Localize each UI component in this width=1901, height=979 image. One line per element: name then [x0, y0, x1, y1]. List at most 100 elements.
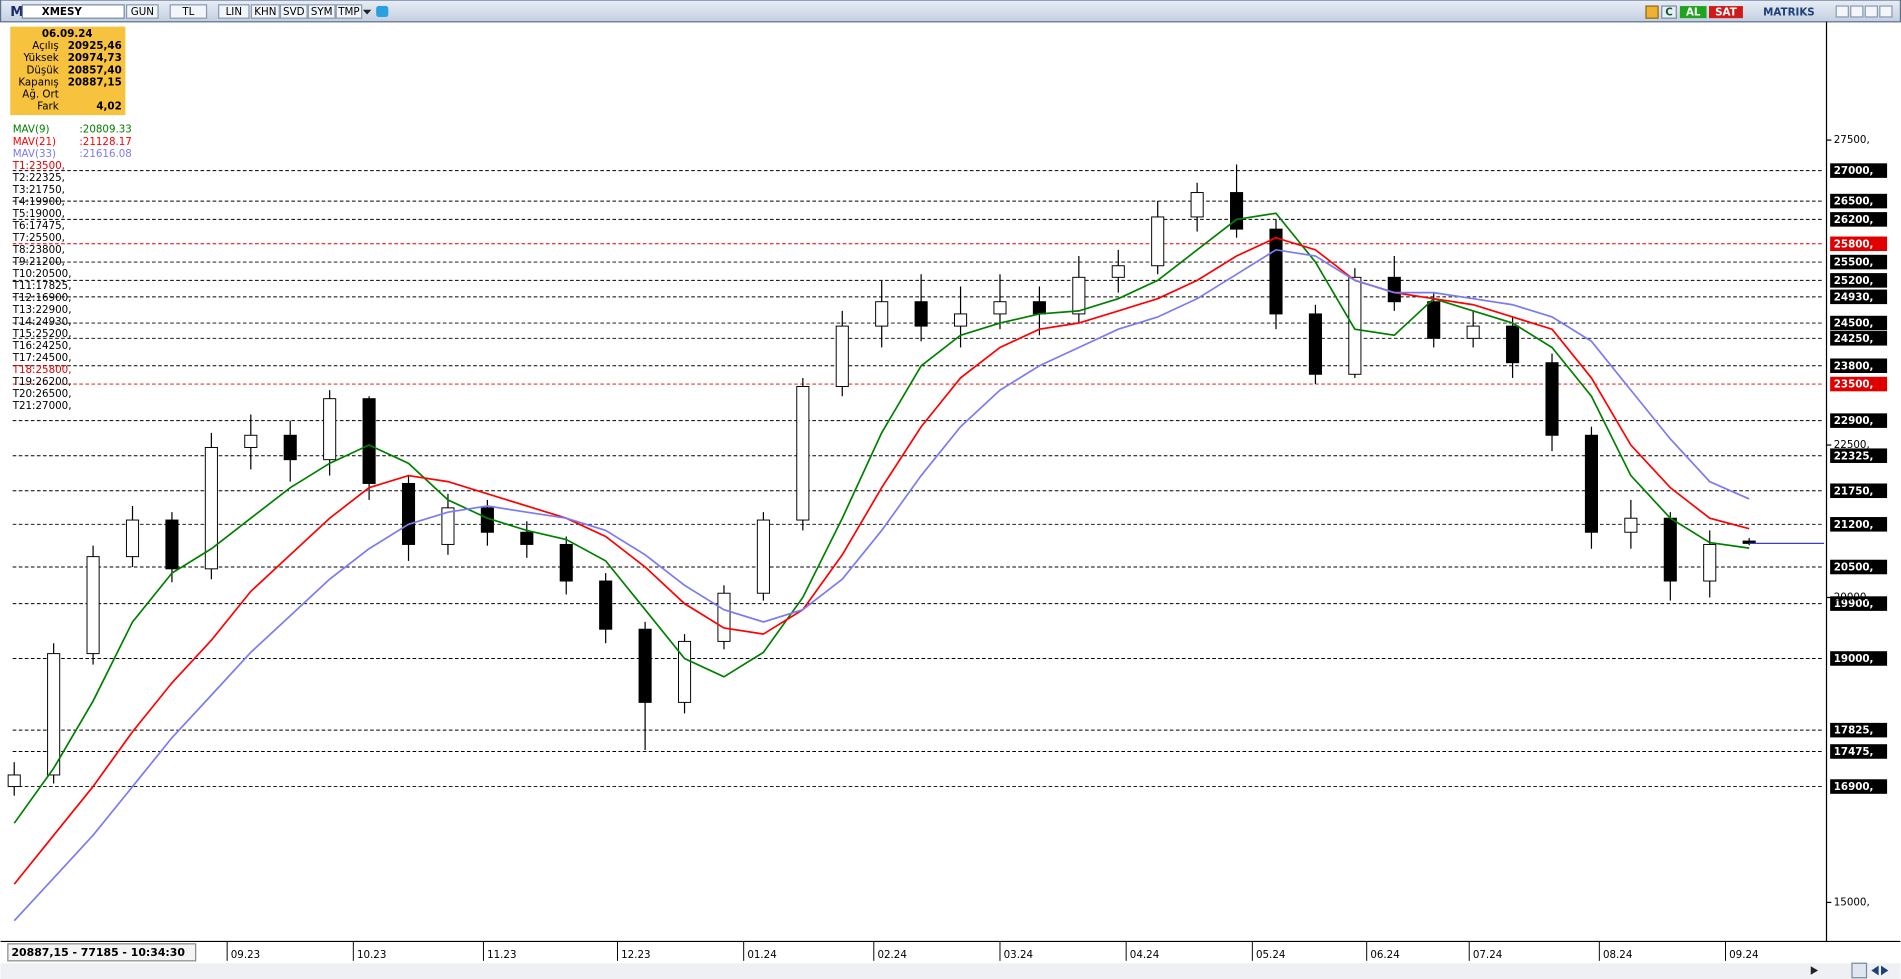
level-axis-box: [1830, 744, 1888, 759]
level-axis-box: [1830, 517, 1888, 532]
legend-name: MAV(9): [13, 124, 50, 136]
toolbar-button[interactable]: [335, 4, 363, 19]
level-axis-label: 17825,: [1834, 725, 1874, 737]
level-label: T8:23800,: [12, 244, 65, 256]
y-tick-label: 22500,: [1834, 439, 1870, 451]
candle-body: [1506, 325, 1520, 364]
y-tick-label: 27500,: [1834, 134, 1870, 146]
candle-body: [1269, 228, 1283, 315]
info-label: Kapanış: [18, 76, 58, 88]
scroll-left[interactable]: [1871, 965, 1879, 976]
legend-value: :20809.33: [79, 124, 132, 136]
level-axis-label: 20500,: [1834, 562, 1874, 574]
brand: MATRIKS: [1763, 7, 1815, 19]
toolbar-button-label: SVD: [283, 6, 305, 18]
candle-body: [86, 556, 100, 655]
toolbar-button[interactable]: [250, 4, 280, 19]
x-tick-label: 10.23: [357, 949, 386, 961]
level-axis-label: 21750,: [1834, 485, 1874, 497]
scroll-arrow[interactable]: [1810, 966, 1819, 975]
x-tick-label: 09.24: [1729, 949, 1758, 961]
toolbar-button-label: TMP: [337, 6, 359, 18]
window-button[interactable]: [1835, 5, 1849, 18]
window-button[interactable]: [1879, 5, 1893, 18]
candle-body: [1545, 362, 1559, 436]
level-axis-label: 23500,: [1834, 379, 1874, 391]
level-axis-label: 27000,: [1834, 165, 1874, 177]
toolbar: [0, 0, 1901, 23]
candle-body: [559, 543, 573, 582]
c-button-label: C: [1665, 7, 1673, 19]
status-text: 20887,15 - 77185 - 10:34:30: [11, 946, 185, 959]
symbol-field[interactable]: [21, 4, 125, 19]
level-axis-box: [1830, 448, 1888, 463]
info-value: 20925,46: [68, 40, 122, 52]
candle-body: [1663, 517, 1677, 582]
candle-body: [1190, 192, 1204, 218]
candle-body: [323, 398, 337, 461]
level-axis-label: 16900,: [1834, 781, 1874, 793]
level-label: T13:22900,: [12, 304, 72, 316]
candle-body: [1072, 276, 1086, 315]
candle-body: [677, 640, 692, 703]
candle-body: [1427, 301, 1441, 339]
candle-body: [1584, 434, 1598, 533]
level-axis-label: 22325,: [1834, 450, 1874, 462]
candle-body: [1032, 301, 1046, 315]
candle-body: [362, 398, 376, 484]
level-axis-box: [1830, 193, 1888, 209]
alert-icon[interactable]: [1645, 5, 1659, 19]
sell-button[interactable]: [1708, 6, 1743, 19]
toolbar-button[interactable]: [169, 4, 208, 19]
toolbar-button[interactable]: [218, 4, 250, 19]
toolbar-button-label: LIN: [226, 6, 242, 18]
window-button[interactable]: [1850, 5, 1864, 18]
level-axis-label: 26500,: [1834, 196, 1874, 208]
candle-body: [283, 434, 297, 461]
toolbar-button[interactable]: [125, 4, 159, 19]
level-axis-label: 25800,: [1834, 238, 1874, 250]
level-axis-box: [1830, 413, 1888, 428]
scroll-button[interactable]: [1851, 962, 1868, 979]
level-label: T20:26500,: [12, 388, 72, 400]
c-button[interactable]: [1661, 5, 1677, 19]
level-axis-label: 19900,: [1834, 598, 1874, 610]
candle-body: [1348, 276, 1362, 375]
toolbar-buttons: GUN TL LIN KHN SVD SYM TMP: [125, 4, 363, 19]
level-label: T21:27000,: [12, 400, 72, 412]
y-tick-label: 15000,: [1834, 896, 1870, 908]
toolbar-button[interactable]: [279, 4, 308, 19]
candle-body: [1624, 517, 1638, 533]
level-axis-label: 23800,: [1834, 360, 1874, 372]
info-label: Açılış: [32, 40, 58, 52]
candle-body: [1230, 192, 1244, 230]
scrollbar[interactable]: [0, 963, 1901, 979]
logo: M: [10, 5, 23, 20]
candle-body: [1111, 265, 1125, 278]
level-label: T14:24930,: [12, 316, 72, 328]
candle-body: [717, 592, 731, 642]
dropdown-arrow[interactable]: [362, 9, 372, 15]
info-label: Fark: [37, 101, 58, 113]
candle-body: [1151, 216, 1165, 267]
candle-body: [796, 386, 810, 521]
level-axis-box: [1830, 596, 1888, 611]
level-axis-box: [1830, 289, 1888, 305]
twitter-icon[interactable]: [376, 6, 389, 17]
window-button[interactable]: [1864, 5, 1879, 18]
buy-button[interactable]: [1679, 6, 1707, 19]
level-label: T9:21200,: [12, 256, 65, 268]
scroll-right[interactable]: [1881, 965, 1889, 976]
candle-body: [520, 531, 534, 545]
legend: MAV(9):20809.33 MAV(21):21128.17 MAV(33):2…: [13, 124, 132, 160]
level-axis-label: 25200,: [1834, 275, 1874, 287]
x-tick-label: 09.23: [231, 949, 260, 961]
toolbar-button[interactable]: [307, 4, 336, 19]
candle-body: [47, 653, 61, 776]
level-axis-box: [1830, 236, 1888, 252]
candle-body: [993, 301, 1007, 315]
level-axis-label: 17475,: [1834, 746, 1874, 758]
candle-body: [204, 446, 218, 570]
